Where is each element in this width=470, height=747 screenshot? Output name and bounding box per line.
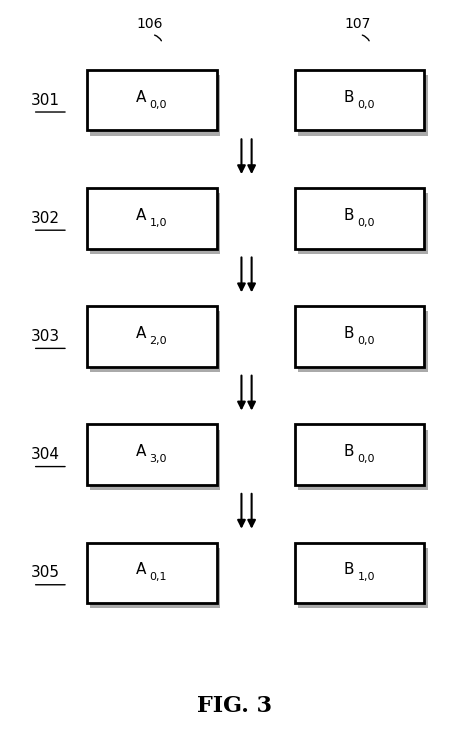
Text: 106: 106 xyxy=(136,17,163,31)
Bar xyxy=(87,306,217,367)
Text: 0,1: 0,1 xyxy=(149,572,167,583)
Text: FIG. 3: FIG. 3 xyxy=(197,695,273,717)
Text: 303: 303 xyxy=(31,329,60,344)
Text: A: A xyxy=(136,562,146,577)
Bar xyxy=(91,430,220,490)
Bar xyxy=(87,70,217,131)
Text: 0,0: 0,0 xyxy=(357,99,375,110)
Text: A: A xyxy=(136,326,146,341)
Text: B: B xyxy=(344,444,354,459)
Text: 0,0: 0,0 xyxy=(149,99,167,110)
Text: A: A xyxy=(136,208,146,223)
Text: 107: 107 xyxy=(344,17,370,31)
Text: 301: 301 xyxy=(31,93,60,108)
Bar xyxy=(295,188,424,249)
Text: B: B xyxy=(344,326,354,341)
Text: 0,0: 0,0 xyxy=(357,336,375,346)
Bar xyxy=(298,193,428,254)
Text: 1,0: 1,0 xyxy=(149,218,167,228)
Text: 305: 305 xyxy=(31,565,60,580)
Text: 302: 302 xyxy=(31,211,60,226)
Bar xyxy=(91,548,220,608)
Text: 1,0: 1,0 xyxy=(357,572,375,583)
Bar xyxy=(87,188,217,249)
Text: 0,0: 0,0 xyxy=(357,454,375,464)
Bar xyxy=(91,311,220,372)
Text: B: B xyxy=(344,562,354,577)
Text: B: B xyxy=(344,90,354,105)
Bar xyxy=(295,70,424,131)
Bar xyxy=(298,430,428,490)
Text: 304: 304 xyxy=(31,447,60,462)
Bar xyxy=(91,193,220,254)
Text: B: B xyxy=(344,208,354,223)
Bar xyxy=(295,542,424,604)
Bar xyxy=(298,311,428,372)
Text: A: A xyxy=(136,90,146,105)
Bar xyxy=(295,424,424,485)
Bar xyxy=(295,306,424,367)
Text: A: A xyxy=(136,444,146,459)
Bar xyxy=(87,542,217,604)
Text: 3,0: 3,0 xyxy=(149,454,167,464)
Bar xyxy=(298,75,428,136)
Text: 2,0: 2,0 xyxy=(149,336,167,346)
Text: 0,0: 0,0 xyxy=(357,218,375,228)
Bar xyxy=(87,424,217,485)
Bar xyxy=(298,548,428,608)
Bar xyxy=(91,75,220,136)
